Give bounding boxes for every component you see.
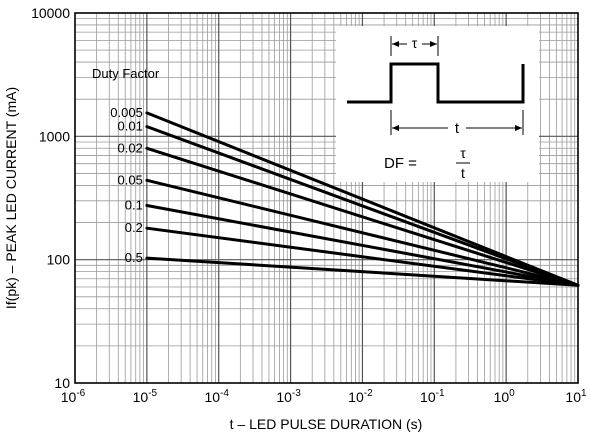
series-label-df-0.01: 0.01 bbox=[118, 119, 143, 134]
inset-t-arrowhead-right bbox=[515, 125, 522, 131]
series-lines bbox=[145, 111, 580, 287]
inset-tau-arrowhead-left bbox=[392, 41, 399, 47]
duty-factor-inset: τ t DF = τ t bbox=[336, 26, 539, 182]
y-tick-label: 100 bbox=[47, 252, 71, 268]
series-line-df-0.01 bbox=[145, 125, 580, 287]
x-tick-label: 101 bbox=[565, 388, 587, 405]
series-line-df-0.005 bbox=[145, 111, 580, 287]
series-label-df-0.5: 0.5 bbox=[125, 250, 143, 265]
inset-formula-lhs: DF = bbox=[384, 155, 417, 172]
x-axis-title: t – LED PULSE DURATION (s) bbox=[230, 416, 423, 432]
y-tick-label: 1000 bbox=[39, 128, 70, 144]
series-line-df-0.1 bbox=[145, 204, 580, 287]
inset-tau-arrowhead-right bbox=[430, 41, 437, 47]
minor-grid bbox=[75, 13, 578, 383]
plot-frame bbox=[74, 12, 579, 384]
y-tick-label: 10 bbox=[54, 375, 70, 391]
inset-t-arrowhead-left bbox=[392, 125, 399, 131]
x-tick-label: 10-5 bbox=[133, 388, 158, 405]
x-tick-label: 10-3 bbox=[276, 388, 301, 405]
series-label-df-0.05: 0.05 bbox=[118, 172, 143, 187]
y-axis-title: If(pk) – PEAK LED CURRENT (mA) bbox=[3, 87, 19, 309]
series-label-df-0.005: 0.005 bbox=[110, 105, 143, 120]
y-tick-labels: 10000 1000 100 10 bbox=[31, 5, 70, 391]
inset-formula-denominator: t bbox=[461, 165, 465, 181]
series-label-df-0.2: 0.2 bbox=[125, 220, 143, 235]
inset-tau-label: τ bbox=[412, 35, 418, 51]
inset-t-label: t bbox=[455, 120, 460, 137]
series-line-df-0.05 bbox=[145, 178, 580, 287]
series-line-df-0.02 bbox=[145, 146, 580, 287]
x-tick-label: 10-4 bbox=[204, 388, 229, 405]
legend-title: Duty Factor bbox=[92, 66, 160, 81]
inset-formula-numerator: τ bbox=[460, 145, 466, 161]
series-label-df-0.02: 0.02 bbox=[118, 140, 143, 155]
series-label-df-0.1: 0.1 bbox=[125, 197, 143, 212]
x-tick-label: 10-6 bbox=[61, 388, 86, 405]
series-line-df-0.2 bbox=[145, 226, 580, 287]
y-tick-label: 10000 bbox=[31, 5, 70, 21]
x-tick-label: 100 bbox=[494, 388, 516, 405]
inset-pulse-waveform bbox=[347, 62, 525, 104]
series-line-df-0.5 bbox=[145, 256, 580, 287]
x-tick-labels: 10-6 10-5 10-4 10-3 10-2 10-1 100 101 bbox=[61, 388, 587, 405]
x-tick-label: 10-2 bbox=[348, 388, 373, 405]
x-tick-label: 10-1 bbox=[420, 388, 445, 405]
